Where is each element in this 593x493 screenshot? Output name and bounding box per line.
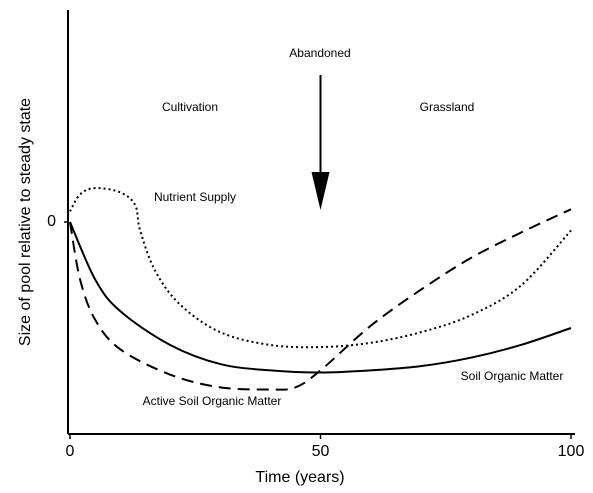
annotation: Grassland: [420, 100, 475, 114]
x-tick-label: 100: [558, 443, 585, 460]
series-line: [69, 208, 572, 391]
y-tick-label: 0: [47, 213, 56, 230]
annotation: Abandoned: [289, 46, 350, 60]
x-tick-label: 50: [312, 443, 330, 460]
arrow-head: [311, 172, 330, 210]
series-label: Soil Organic Matter: [461, 369, 564, 383]
x-tick-label: 0: [66, 443, 75, 460]
series-line: [69, 221, 572, 374]
annotation: Cultivation: [162, 100, 218, 114]
y-axis-label: Size of pool relative to steady state: [17, 98, 34, 346]
series-line: [69, 187, 572, 349]
series-label: Active Soil Organic Matter: [143, 394, 282, 408]
x-axis-label: Time (years): [255, 469, 344, 486]
series-label: Nutrient Supply: [154, 190, 236, 204]
